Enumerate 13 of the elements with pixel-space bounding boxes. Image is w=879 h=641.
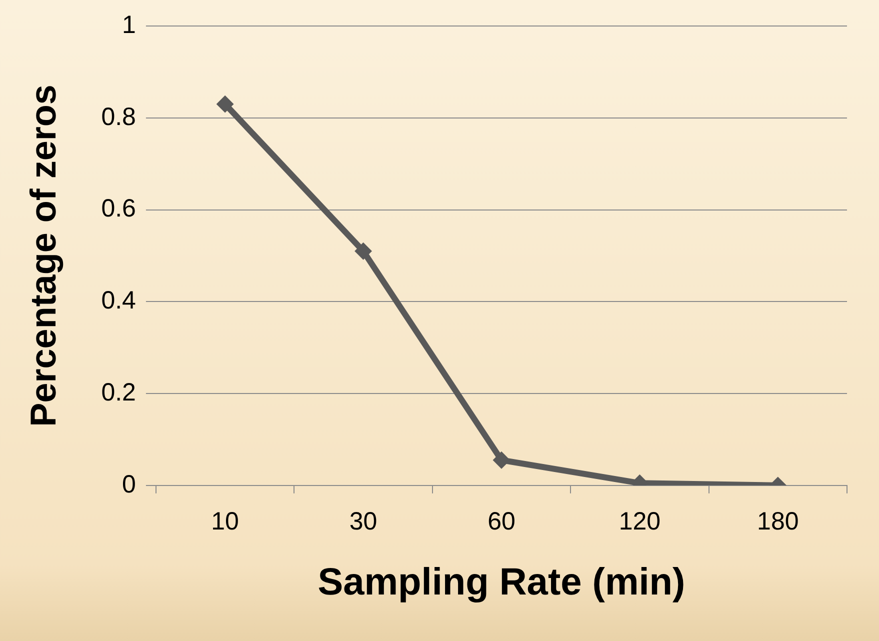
y-tick-label: 0.8 [101,102,136,131]
x-tick-label: 10 [211,507,239,536]
y-tick-label: 0 [122,470,136,498]
y-tick-label: 0.6 [101,194,136,223]
x-tick-label: 60 [488,507,516,536]
y-tick-label: 1 [122,10,136,39]
y-tick-label: 0.2 [101,378,136,406]
x-tick-label: 120 [618,507,661,536]
y-axis-title: Percentage of zeros [22,84,64,427]
x-tick-label: 180 [757,507,799,536]
x-tick-label: 30 [349,507,378,536]
y-tick-label: 0.4 [101,286,136,315]
x-axis-title: Sampling Rate (min) [318,562,686,604]
